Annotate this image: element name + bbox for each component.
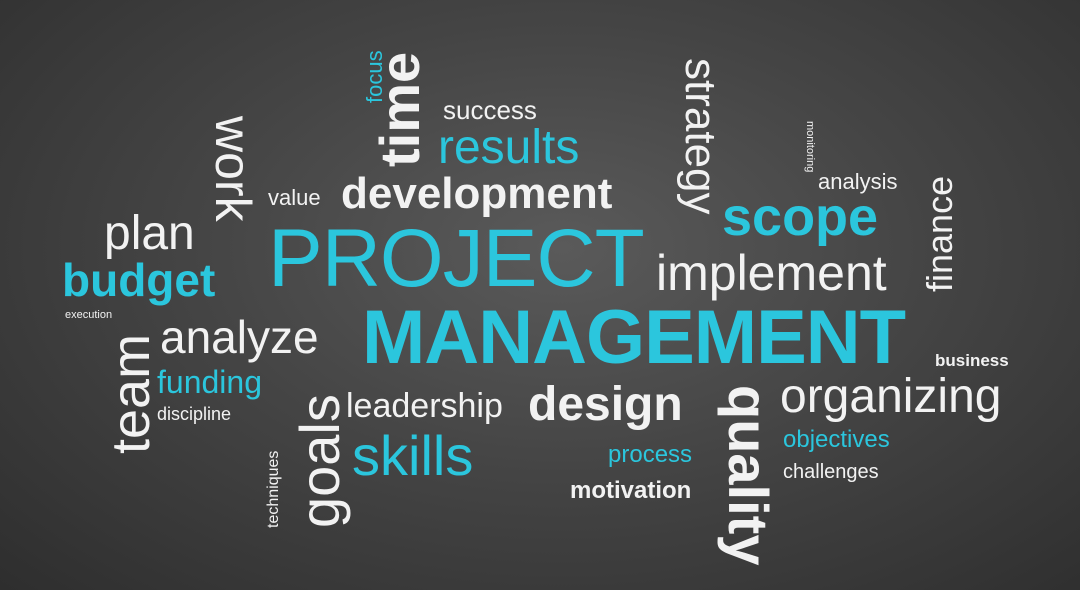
word-value: value xyxy=(268,185,321,210)
word-process: process xyxy=(608,441,693,468)
word-skills: skills xyxy=(352,424,474,487)
word-execution: execution xyxy=(65,309,113,321)
word-implement: implement xyxy=(656,245,887,301)
word-plan: plan xyxy=(104,207,195,260)
word-motivation: motivation xyxy=(570,477,692,504)
word-results: results xyxy=(438,121,580,174)
word-analyze: analyze xyxy=(160,311,319,363)
word-work: work xyxy=(205,116,261,222)
word-success: success xyxy=(443,95,537,125)
word-monitoring: monitoring xyxy=(804,121,816,173)
word-objectives: objectives xyxy=(783,426,890,453)
word-project: PROJECT xyxy=(268,213,645,304)
word-management: MANAGEMENT xyxy=(362,295,906,380)
word-budget: budget xyxy=(62,254,216,306)
word-finance: finance xyxy=(919,175,960,292)
word-organizing: organizing xyxy=(780,370,1002,423)
word-design: design xyxy=(528,378,683,431)
word-discipline: discipline xyxy=(157,404,232,424)
word-development: development xyxy=(341,169,613,218)
word-funding: funding xyxy=(157,364,262,400)
word-focus: focus xyxy=(362,50,387,103)
word-scope: scope xyxy=(722,187,879,247)
word-strategy: strategy xyxy=(676,58,725,215)
word-quality: quality xyxy=(717,385,780,566)
word-goals: goals xyxy=(288,394,351,528)
word-techniques: techniques xyxy=(265,450,282,528)
word-business: business xyxy=(935,351,1009,370)
word-challenges: challenges xyxy=(783,461,879,483)
word-leadership: leadership xyxy=(346,387,503,425)
word-analysis: analysis xyxy=(818,169,898,194)
word-team: team xyxy=(101,333,161,454)
